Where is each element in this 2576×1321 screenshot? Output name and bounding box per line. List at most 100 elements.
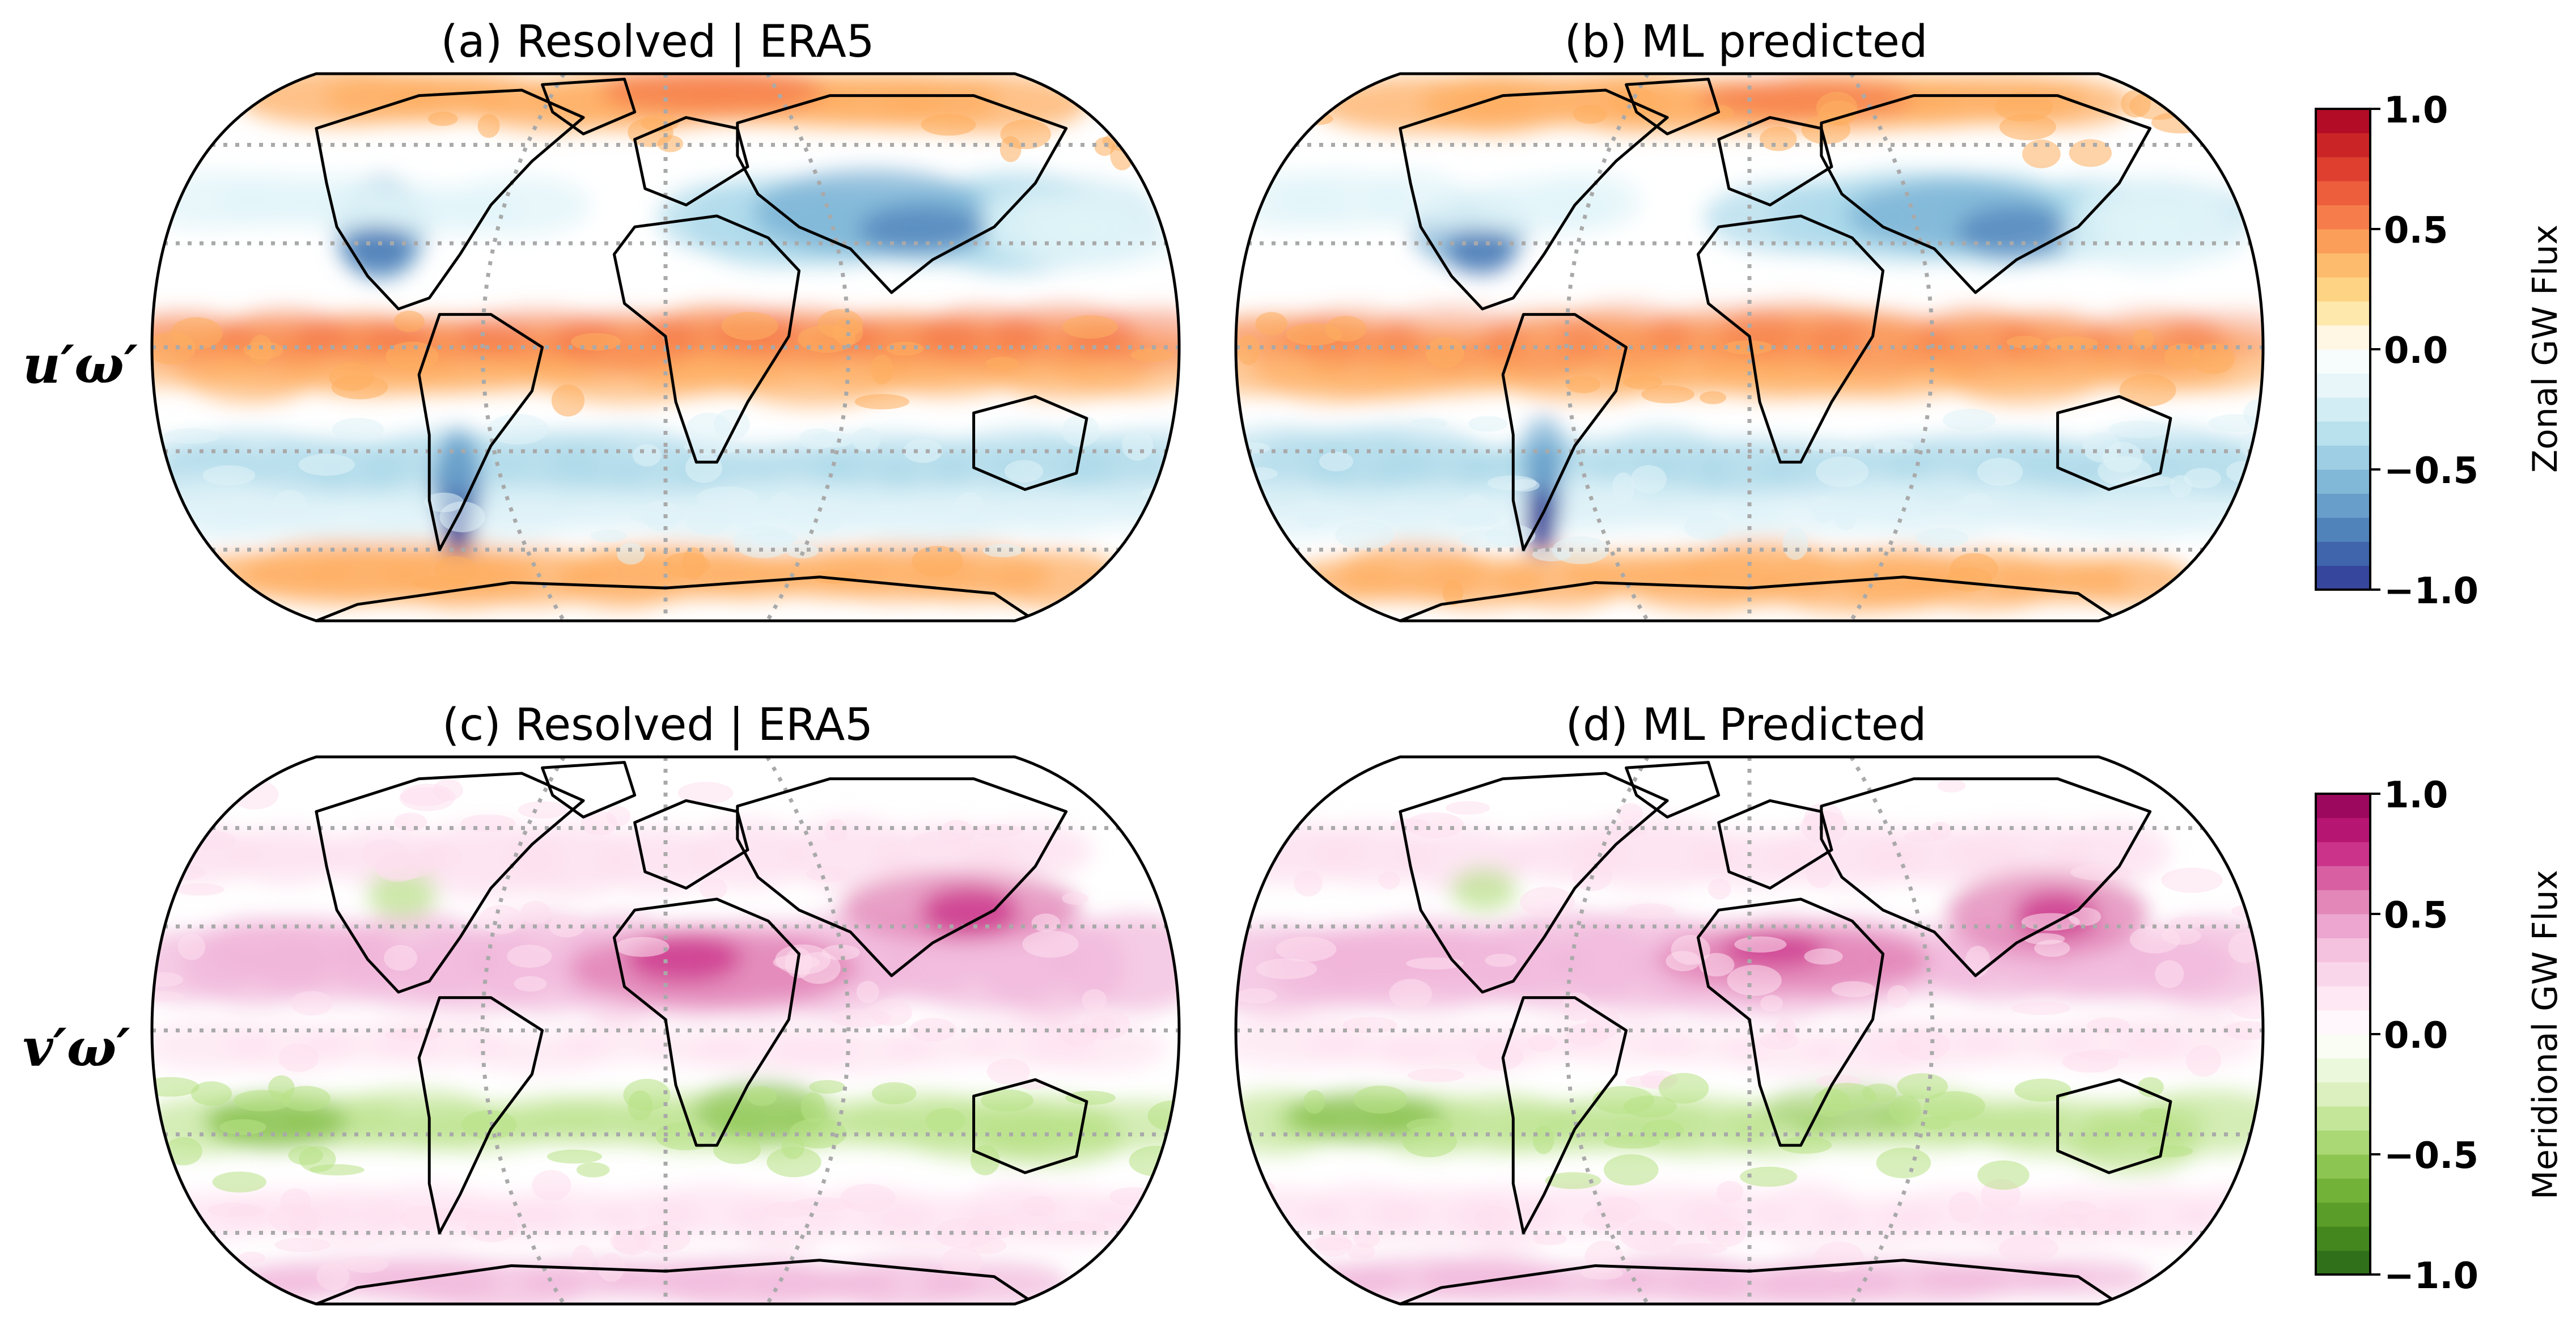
field-speck [2230, 995, 2263, 1019]
field-speck [238, 1251, 265, 1264]
field-speck [385, 341, 439, 371]
coastline [972, 395, 1088, 491]
cb1-tick-4: −0.5 [2384, 1135, 2478, 1177]
coastline [633, 799, 749, 890]
coastline [633, 116, 749, 207]
field-speck [478, 905, 523, 934]
gridline-meridian [480, 757, 566, 1304]
field-blob [1944, 822, 2094, 879]
field-speck [903, 438, 943, 463]
field-speck [2006, 336, 2043, 348]
field-speck [681, 547, 706, 580]
field-speck [1977, 458, 2023, 486]
field-blob [1086, 1191, 1179, 1238]
field-blob [977, 1113, 1126, 1166]
field-speck [316, 1262, 350, 1290]
colorbar-segment [2316, 1034, 2370, 1059]
field-speck [1000, 119, 1051, 150]
field-speck [507, 945, 552, 968]
coastline [1696, 897, 1885, 1147]
field-speck [821, 945, 860, 960]
field-speck [985, 357, 1019, 370]
field-speck [1476, 1043, 1524, 1071]
field-speck [1046, 1221, 1108, 1235]
gridline-meridian [765, 757, 851, 1304]
field-speck [1804, 439, 1862, 452]
field-speck [461, 1110, 517, 1140]
field-speck [374, 849, 433, 880]
cb1-tick-1: 1.0 [2384, 774, 2448, 816]
field-speck [571, 1244, 594, 1273]
field-speck [1319, 451, 1354, 472]
field-speck [854, 394, 910, 409]
field-speck [2164, 343, 2200, 370]
field-speck [1624, 903, 1675, 919]
field-blob [367, 870, 438, 919]
field-speck [1620, 1220, 1678, 1252]
field-blob [921, 886, 1018, 937]
field-speck [1445, 514, 1501, 527]
field-speck [721, 311, 778, 341]
coastline [1399, 88, 1669, 311]
field-speck [2075, 1209, 2132, 1235]
field-speck [152, 866, 183, 884]
field-speck [2121, 90, 2151, 118]
field-speck [1950, 553, 1998, 586]
field-speck [1236, 988, 1277, 1004]
field-speck [531, 1170, 571, 1201]
field-speck [871, 1082, 917, 1104]
field-blob [344, 225, 413, 274]
colorbar-segment [2316, 866, 2370, 891]
field-speck [1410, 418, 1448, 429]
field-speck [1142, 804, 1166, 831]
coastline [1501, 996, 1628, 1235]
map-outline [150, 755, 1181, 1306]
field-speck [427, 112, 458, 126]
field-speck [233, 1090, 291, 1112]
cb0-tick-1: 1.0 [2384, 90, 2448, 132]
field-speck [789, 1118, 847, 1149]
coastline [541, 761, 637, 819]
colorbar-segment [2316, 109, 2370, 133]
coastline [1625, 761, 1721, 819]
field-blob [1055, 913, 1179, 1013]
field-speck [840, 1184, 896, 1212]
field-speck [1533, 1232, 1567, 1246]
field-speck [824, 819, 848, 844]
field-speck [2024, 933, 2065, 945]
coastline [612, 897, 801, 1147]
colorbar-segment [2316, 277, 2370, 302]
field-blob [1557, 302, 1691, 366]
field-speck [169, 845, 194, 860]
field-speck [747, 1086, 777, 1106]
field-speck [1257, 826, 1286, 849]
colorbar-segment [2316, 938, 2370, 963]
field-speck [925, 1108, 965, 1133]
field-speck [1815, 1241, 1863, 1272]
cb1-tick-3: 0.0 [2384, 1015, 2448, 1057]
gridline-meridian [1564, 757, 1650, 1304]
coastline [1501, 313, 1628, 552]
field-speck [164, 1137, 202, 1166]
field-speck [1237, 335, 1260, 365]
map-panel-d [1234, 755, 2265, 1306]
field-speck [1406, 957, 1464, 970]
field-speck [1727, 964, 1782, 996]
field-speck [289, 1206, 319, 1237]
gridline-meridian [1849, 74, 1935, 621]
colorbar-segment [2316, 1106, 2370, 1131]
field-speck [1389, 979, 1432, 1009]
field-speck [1977, 1160, 2030, 1190]
colorbar-segment [2316, 565, 2370, 590]
field-speck [1816, 456, 1869, 488]
coastline [736, 777, 1068, 977]
field-speck [1684, 514, 1729, 540]
colorbar-zonal-label: Zonal GW Flux [2526, 225, 2565, 473]
field-speck [1937, 779, 1966, 793]
coastline [1717, 799, 1833, 890]
field-speck [628, 502, 685, 526]
field-blob [1957, 206, 2073, 259]
field-speck [775, 944, 831, 975]
field-speck [1334, 520, 1395, 550]
field-speck [1545, 1172, 1601, 1189]
